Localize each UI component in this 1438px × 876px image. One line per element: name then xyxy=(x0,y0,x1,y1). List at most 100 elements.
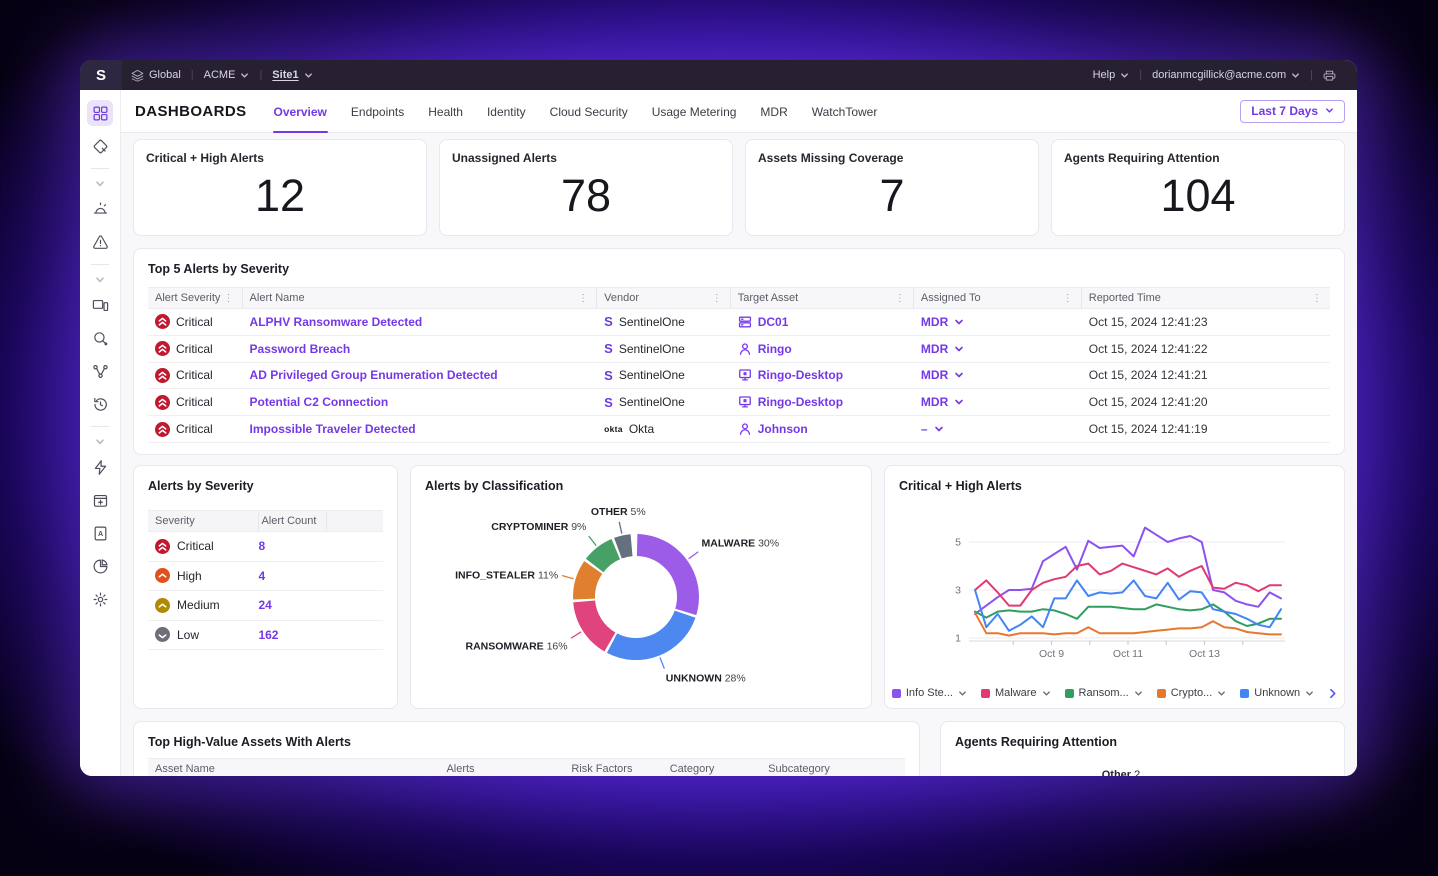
alerts-line-chart[interactable]: 1 3 5 Oct 9 Oct 11 Oct 13 xyxy=(885,466,1346,666)
table-row[interactable]: Critical ALPHV Ransomware Detected S okt… xyxy=(148,309,1330,336)
tab-watchtower[interactable]: WatchTower xyxy=(811,104,878,119)
alert-count-link[interactable]: 162 xyxy=(258,627,279,642)
legend-item-ransomware[interactable]: Ransom... xyxy=(1064,687,1143,699)
severity-row[interactable]: Low 162 xyxy=(148,621,383,650)
assigned-to-dropdown[interactable]: MDR xyxy=(914,336,1082,362)
donut-slice-unknown[interactable] xyxy=(606,610,696,661)
help-menu[interactable]: Help xyxy=(1093,69,1130,81)
donut-slice-malware[interactable] xyxy=(636,534,699,616)
legend-item-info-stealer[interactable]: Info Ste... xyxy=(891,687,967,699)
user-email: dorianmcgillick@acme.com xyxy=(1152,69,1287,81)
assigned-to-dropdown[interactable]: MDR xyxy=(914,309,1082,335)
target-asset-link[interactable]: Johnson xyxy=(757,422,808,437)
alert-name-link[interactable]: AD Privileged Group Enumeration Detected xyxy=(249,368,498,383)
user-menu[interactable]: dorianmcgillick@acme.com xyxy=(1152,69,1300,81)
nav-reports[interactable] xyxy=(87,553,113,579)
nav-settings[interactable] xyxy=(87,586,113,612)
nav-dashboards[interactable] xyxy=(87,100,113,126)
line-series-ransomware[interactable] xyxy=(974,603,1282,627)
nav-expand-chevron[interactable] xyxy=(95,436,105,447)
site-selector[interactable]: Site1 xyxy=(272,69,312,81)
kpi-assets-missing-coverage[interactable]: Assets Missing Coverage 7 xyxy=(745,139,1039,236)
assigned-to-dropdown[interactable]: – xyxy=(914,416,1082,442)
tab-endpoints[interactable]: Endpoints xyxy=(350,104,405,119)
alert-count-link[interactable]: 8 xyxy=(258,539,266,554)
severity-row[interactable]: Critical 8 xyxy=(148,532,383,562)
tab-identity[interactable]: Identity xyxy=(486,104,526,119)
table-row[interactable]: Critical Impossible Traveler Detected S … xyxy=(148,416,1330,443)
time-range-selector[interactable]: Last 7 Days xyxy=(1240,99,1345,123)
search-icon xyxy=(93,331,107,345)
column-menu-icon[interactable]: ⋮ xyxy=(711,292,722,304)
column-menu-icon[interactable]: ⋮ xyxy=(1062,292,1073,304)
severity-row[interactable]: Medium 24 xyxy=(148,591,383,621)
tab-health[interactable]: Health xyxy=(428,104,463,119)
column-menu-icon[interactable]: ⋮ xyxy=(578,292,589,304)
legend-item-cryptominer[interactable]: Crypto... xyxy=(1156,687,1227,699)
account-selector[interactable]: ACME xyxy=(204,69,250,81)
desktop-icon xyxy=(738,368,752,382)
donut-slice-other[interactable] xyxy=(614,534,633,559)
table-row[interactable]: Critical AD Privileged Group Enumeration… xyxy=(148,362,1330,390)
nav-history[interactable] xyxy=(87,391,113,417)
tab-overview[interactable]: Overview xyxy=(272,91,329,133)
reported-time: Oct 15, 2024 12:41:22 xyxy=(1088,341,1208,356)
tab-usage-metering[interactable]: Usage Metering xyxy=(651,104,737,119)
tab-cloud-security[interactable]: Cloud Security xyxy=(549,104,628,119)
kpi-agents-requiring-attention[interactable]: Agents Requiring Attention 104 xyxy=(1051,139,1345,236)
line-series-malware[interactable] xyxy=(974,562,1282,607)
legend-next-arrow[interactable] xyxy=(1328,688,1337,699)
donut-slice-cryptominer[interactable] xyxy=(585,539,620,573)
assigned-to-dropdown[interactable]: MDR xyxy=(914,363,1082,389)
target-asset-link[interactable]: Ringo xyxy=(757,341,792,356)
chevron-down-icon xyxy=(1218,690,1226,696)
reported-time: Oct 15, 2024 12:41:19 xyxy=(1088,422,1208,437)
kpi-critical-high-alerts[interactable]: Critical + High Alerts 12 xyxy=(133,139,427,236)
classification-donut-chart[interactable]: MALWARE 30% UNKNOWN 28% RANSOMWARE 16% INFO… xyxy=(411,466,873,710)
nav-network-graph[interactable] xyxy=(87,358,113,384)
target-asset-link[interactable]: DC01 xyxy=(757,314,789,329)
donut-slice-info_stealer[interactable] xyxy=(573,561,603,600)
console-icon[interactable] xyxy=(1323,69,1336,82)
tab-mdr[interactable]: MDR xyxy=(760,104,788,119)
donut-slice-ransomware[interactable] xyxy=(573,600,616,652)
nav-policy[interactable]: A xyxy=(87,520,113,546)
nav-automation[interactable] xyxy=(87,454,113,480)
nav-expand-chevron[interactable] xyxy=(95,178,105,189)
table-row[interactable]: Critical Potential C2 Connection S okta … xyxy=(148,389,1330,417)
pie-chart-icon xyxy=(93,558,108,573)
legend-item-unknown[interactable]: Unknown xyxy=(1240,687,1314,699)
kpi-unassigned-alerts[interactable]: Unassigned Alerts 78 xyxy=(439,139,733,236)
line-series-unknown[interactable] xyxy=(974,579,1282,632)
nav-inventory[interactable] xyxy=(87,292,113,318)
column-menu-icon[interactable]: ⋮ xyxy=(223,292,234,304)
reported-time: Oct 15, 2024 12:41:20 xyxy=(1088,395,1208,410)
nav-expand-chevron[interactable] xyxy=(95,274,105,285)
agents-requiring-attention-panel: Agents Requiring Attention Other 2 xyxy=(940,721,1345,776)
alert-name-link[interactable]: Potential C2 Connection xyxy=(249,395,389,410)
critical-high-alerts-chart-panel: Critical + High Alerts 1 3 5 Oct 9 Oct 11 Oct… xyxy=(884,465,1345,709)
nav-alerts[interactable] xyxy=(87,229,113,255)
alert-count-link[interactable]: 24 xyxy=(258,598,272,613)
alert-name-link[interactable]: Impossible Traveler Detected xyxy=(249,422,416,437)
sentinelone-logo[interactable]: S xyxy=(80,60,122,90)
table-row[interactable]: Critical Password Breach S okta Sentinel… xyxy=(148,335,1330,363)
scope-selector[interactable]: Global xyxy=(131,69,181,82)
column-menu-icon[interactable]: ⋮ xyxy=(894,292,905,304)
nav-search[interactable] xyxy=(87,325,113,351)
nav-packages[interactable] xyxy=(87,487,113,513)
legend-item-malware[interactable]: Malware xyxy=(980,687,1051,699)
target-asset-link[interactable]: Ringo-Desktop xyxy=(757,368,844,383)
nav-graph-explorer[interactable] xyxy=(87,133,113,159)
line-series-cryptominer[interactable] xyxy=(974,611,1282,637)
nav-alarm[interactable] xyxy=(87,196,113,222)
alert-count-link[interactable]: 4 xyxy=(258,568,266,583)
severity-row[interactable]: High 4 xyxy=(148,562,383,591)
sentinelone-icon: S xyxy=(604,367,613,383)
assigned-to-dropdown[interactable]: MDR xyxy=(914,389,1082,415)
line-series-info-stealer[interactable] xyxy=(974,526,1282,615)
column-menu-icon[interactable]: ⋮ xyxy=(1312,292,1322,304)
alert-name-link[interactable]: Password Breach xyxy=(249,341,351,356)
alert-name-link[interactable]: ALPHV Ransomware Detected xyxy=(249,314,423,329)
target-asset-link[interactable]: Ringo-Desktop xyxy=(757,395,844,410)
